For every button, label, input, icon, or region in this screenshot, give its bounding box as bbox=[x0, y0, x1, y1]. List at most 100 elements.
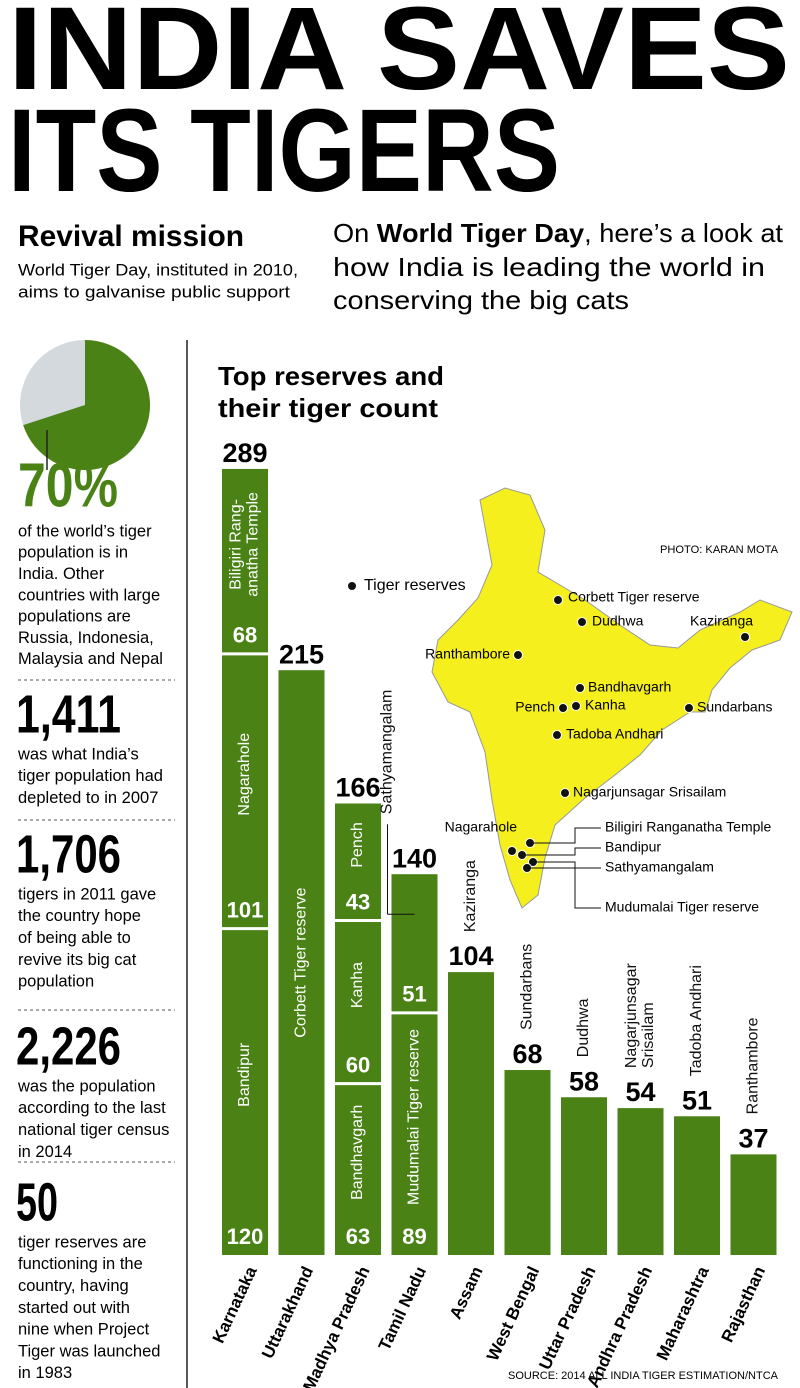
fact-value: 1,706 bbox=[16, 824, 121, 884]
intro-part: World Tiger Day bbox=[377, 218, 585, 248]
fact-value: 1,411 bbox=[16, 684, 121, 744]
fact-text: Malaysia and Nepal bbox=[18, 650, 163, 668]
map-dot bbox=[553, 595, 563, 605]
fact-text: national tiger census bbox=[18, 1121, 169, 1139]
fact-text: tiger reserves are bbox=[18, 1233, 146, 1251]
chart-title: their tiger count bbox=[218, 393, 438, 423]
segment-name: Ranthambore bbox=[745, 1017, 762, 1114]
segment-name: Kaziranga bbox=[462, 860, 479, 932]
map-label: Mudumalai Tiger reserve bbox=[605, 899, 759, 915]
bar-total-label: 37 bbox=[738, 1123, 768, 1153]
leader-line bbox=[533, 861, 601, 869]
segment-name: Srisailam bbox=[640, 1002, 657, 1068]
fact-text: countries with large bbox=[18, 586, 160, 604]
fact-text: in 1983 bbox=[18, 1364, 72, 1382]
fact-text: population is in bbox=[18, 544, 128, 562]
bar-total-label: 166 bbox=[335, 773, 380, 803]
map-label: Corbett Tiger reserve bbox=[568, 589, 700, 605]
map-label: Biligiri Ranganatha Temple bbox=[605, 819, 771, 835]
intro-part: , here’s a look at bbox=[584, 218, 784, 248]
segment-name: Bandhavgarh bbox=[349, 1105, 366, 1200]
leader-line bbox=[527, 867, 601, 909]
map-dot bbox=[348, 582, 356, 590]
x-tick-label: Tamil Nadu bbox=[375, 1264, 430, 1354]
intro-part: On bbox=[333, 218, 377, 248]
fact-text: Tiger was launched bbox=[18, 1342, 160, 1360]
map-dot bbox=[684, 703, 694, 713]
segment-name: Nagarjunsagar bbox=[623, 962, 640, 1068]
bar-total-label: 51 bbox=[682, 1085, 712, 1115]
fact-text: nine when Project bbox=[18, 1321, 150, 1339]
map-dot bbox=[513, 650, 523, 660]
segment-value-label: 89 bbox=[402, 1224, 426, 1249]
bar-total-label: 140 bbox=[392, 843, 437, 873]
chart-title: Top reserves and bbox=[218, 361, 444, 391]
bar-total-label: 58 bbox=[569, 1066, 599, 1096]
source: SOURCE: 2014 ALL INDIA TIGER ESTIMATION/… bbox=[508, 1370, 779, 1382]
segment-value-label: 43 bbox=[346, 889, 370, 914]
title-line: INDIA SAVES bbox=[8, 0, 790, 115]
bar-segment bbox=[391, 1012, 438, 1255]
map-dot bbox=[560, 788, 570, 798]
fact-text: tiger population had bbox=[18, 767, 163, 785]
bar-segment bbox=[335, 1083, 381, 1255]
segment-name: Dudhwa bbox=[575, 998, 592, 1057]
bar-total-label: 289 bbox=[222, 438, 267, 468]
fact-text: revive its big cat bbox=[18, 951, 137, 969]
map-legend: Tiger reserves bbox=[364, 577, 466, 594]
bar-segment bbox=[730, 1154, 777, 1255]
x-tick-label: West Bengal bbox=[483, 1264, 543, 1364]
fact-text: functioning in the bbox=[18, 1255, 143, 1273]
segment-name: Pench bbox=[349, 822, 366, 867]
map-label: Pench bbox=[515, 699, 555, 715]
map-dot bbox=[571, 701, 581, 711]
segment-name: Mudumalai Tiger reserve bbox=[406, 1029, 423, 1205]
segment-name: Sathyamangalam bbox=[379, 690, 396, 815]
segment-value-label: 51 bbox=[402, 982, 426, 1007]
map-label: Kaziranga bbox=[690, 613, 753, 629]
india-map bbox=[431, 487, 793, 909]
map-label: Sundarbans bbox=[697, 699, 773, 715]
segment-value-label: 60 bbox=[346, 1052, 370, 1077]
bar-segment bbox=[222, 928, 268, 1255]
bar-segment bbox=[222, 468, 268, 654]
fact-text: tigers in 2011 gave bbox=[18, 885, 156, 903]
fact-text: of being able to bbox=[18, 929, 131, 947]
map-dot bbox=[577, 617, 587, 627]
bar-segment bbox=[617, 1108, 664, 1255]
section-text: aims to galvanise public support bbox=[18, 282, 290, 301]
map-dot bbox=[575, 683, 585, 693]
fact-text: was the population bbox=[17, 1077, 156, 1095]
fact-text: depleted to in 2007 bbox=[18, 789, 158, 807]
segment-name: Nagarahole bbox=[236, 733, 253, 816]
bar-segment bbox=[335, 920, 381, 1084]
segment-value-label: 120 bbox=[227, 1224, 264, 1249]
fact-text: country, having bbox=[18, 1277, 129, 1295]
map-label: Sathyamangalam bbox=[605, 859, 714, 875]
pie-slice bbox=[23, 340, 151, 470]
segment-name: anatha Temple bbox=[245, 492, 262, 597]
map-label: Ranthambore bbox=[425, 646, 510, 662]
map-label: Tadoba Andhari bbox=[566, 726, 663, 742]
bar-segment bbox=[391, 874, 438, 1013]
photo-credit: PHOTO: KARAN MOTA bbox=[660, 544, 779, 556]
title-line: ITS TIGERS bbox=[8, 85, 560, 217]
x-tick-label: Maharashtra bbox=[653, 1263, 713, 1363]
segment-value-label: 101 bbox=[227, 897, 264, 922]
intro-line: how India is leading the world in bbox=[333, 252, 765, 282]
bar-total-label: 68 bbox=[512, 1039, 542, 1069]
bar-total-label: 54 bbox=[625, 1077, 655, 1107]
segment-name: Kanha bbox=[349, 962, 366, 1008]
map-dot bbox=[507, 846, 517, 856]
pie-value-label: 70% bbox=[18, 451, 118, 520]
map-label: Kanha bbox=[585, 697, 626, 713]
bar-segment bbox=[222, 653, 268, 929]
bar-segment bbox=[278, 670, 325, 1255]
map-dot bbox=[740, 632, 750, 642]
leader-line bbox=[522, 847, 601, 856]
fact-text: was what India’s bbox=[17, 745, 139, 763]
map-dot bbox=[552, 730, 562, 740]
bar-segment bbox=[561, 1097, 607, 1255]
segment-value-label: 63 bbox=[346, 1224, 370, 1249]
